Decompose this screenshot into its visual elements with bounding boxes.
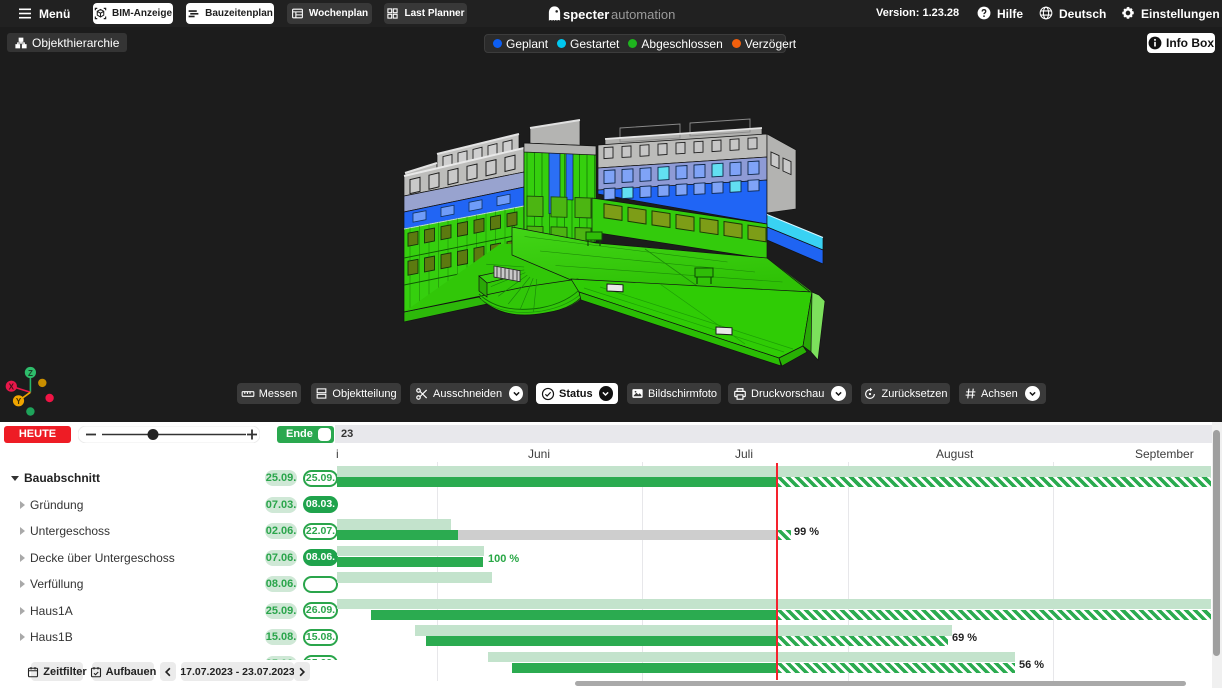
- svg-text:Z: Z: [28, 369, 33, 378]
- svg-text:Y: Y: [16, 397, 22, 406]
- svg-text:X: X: [9, 383, 15, 392]
